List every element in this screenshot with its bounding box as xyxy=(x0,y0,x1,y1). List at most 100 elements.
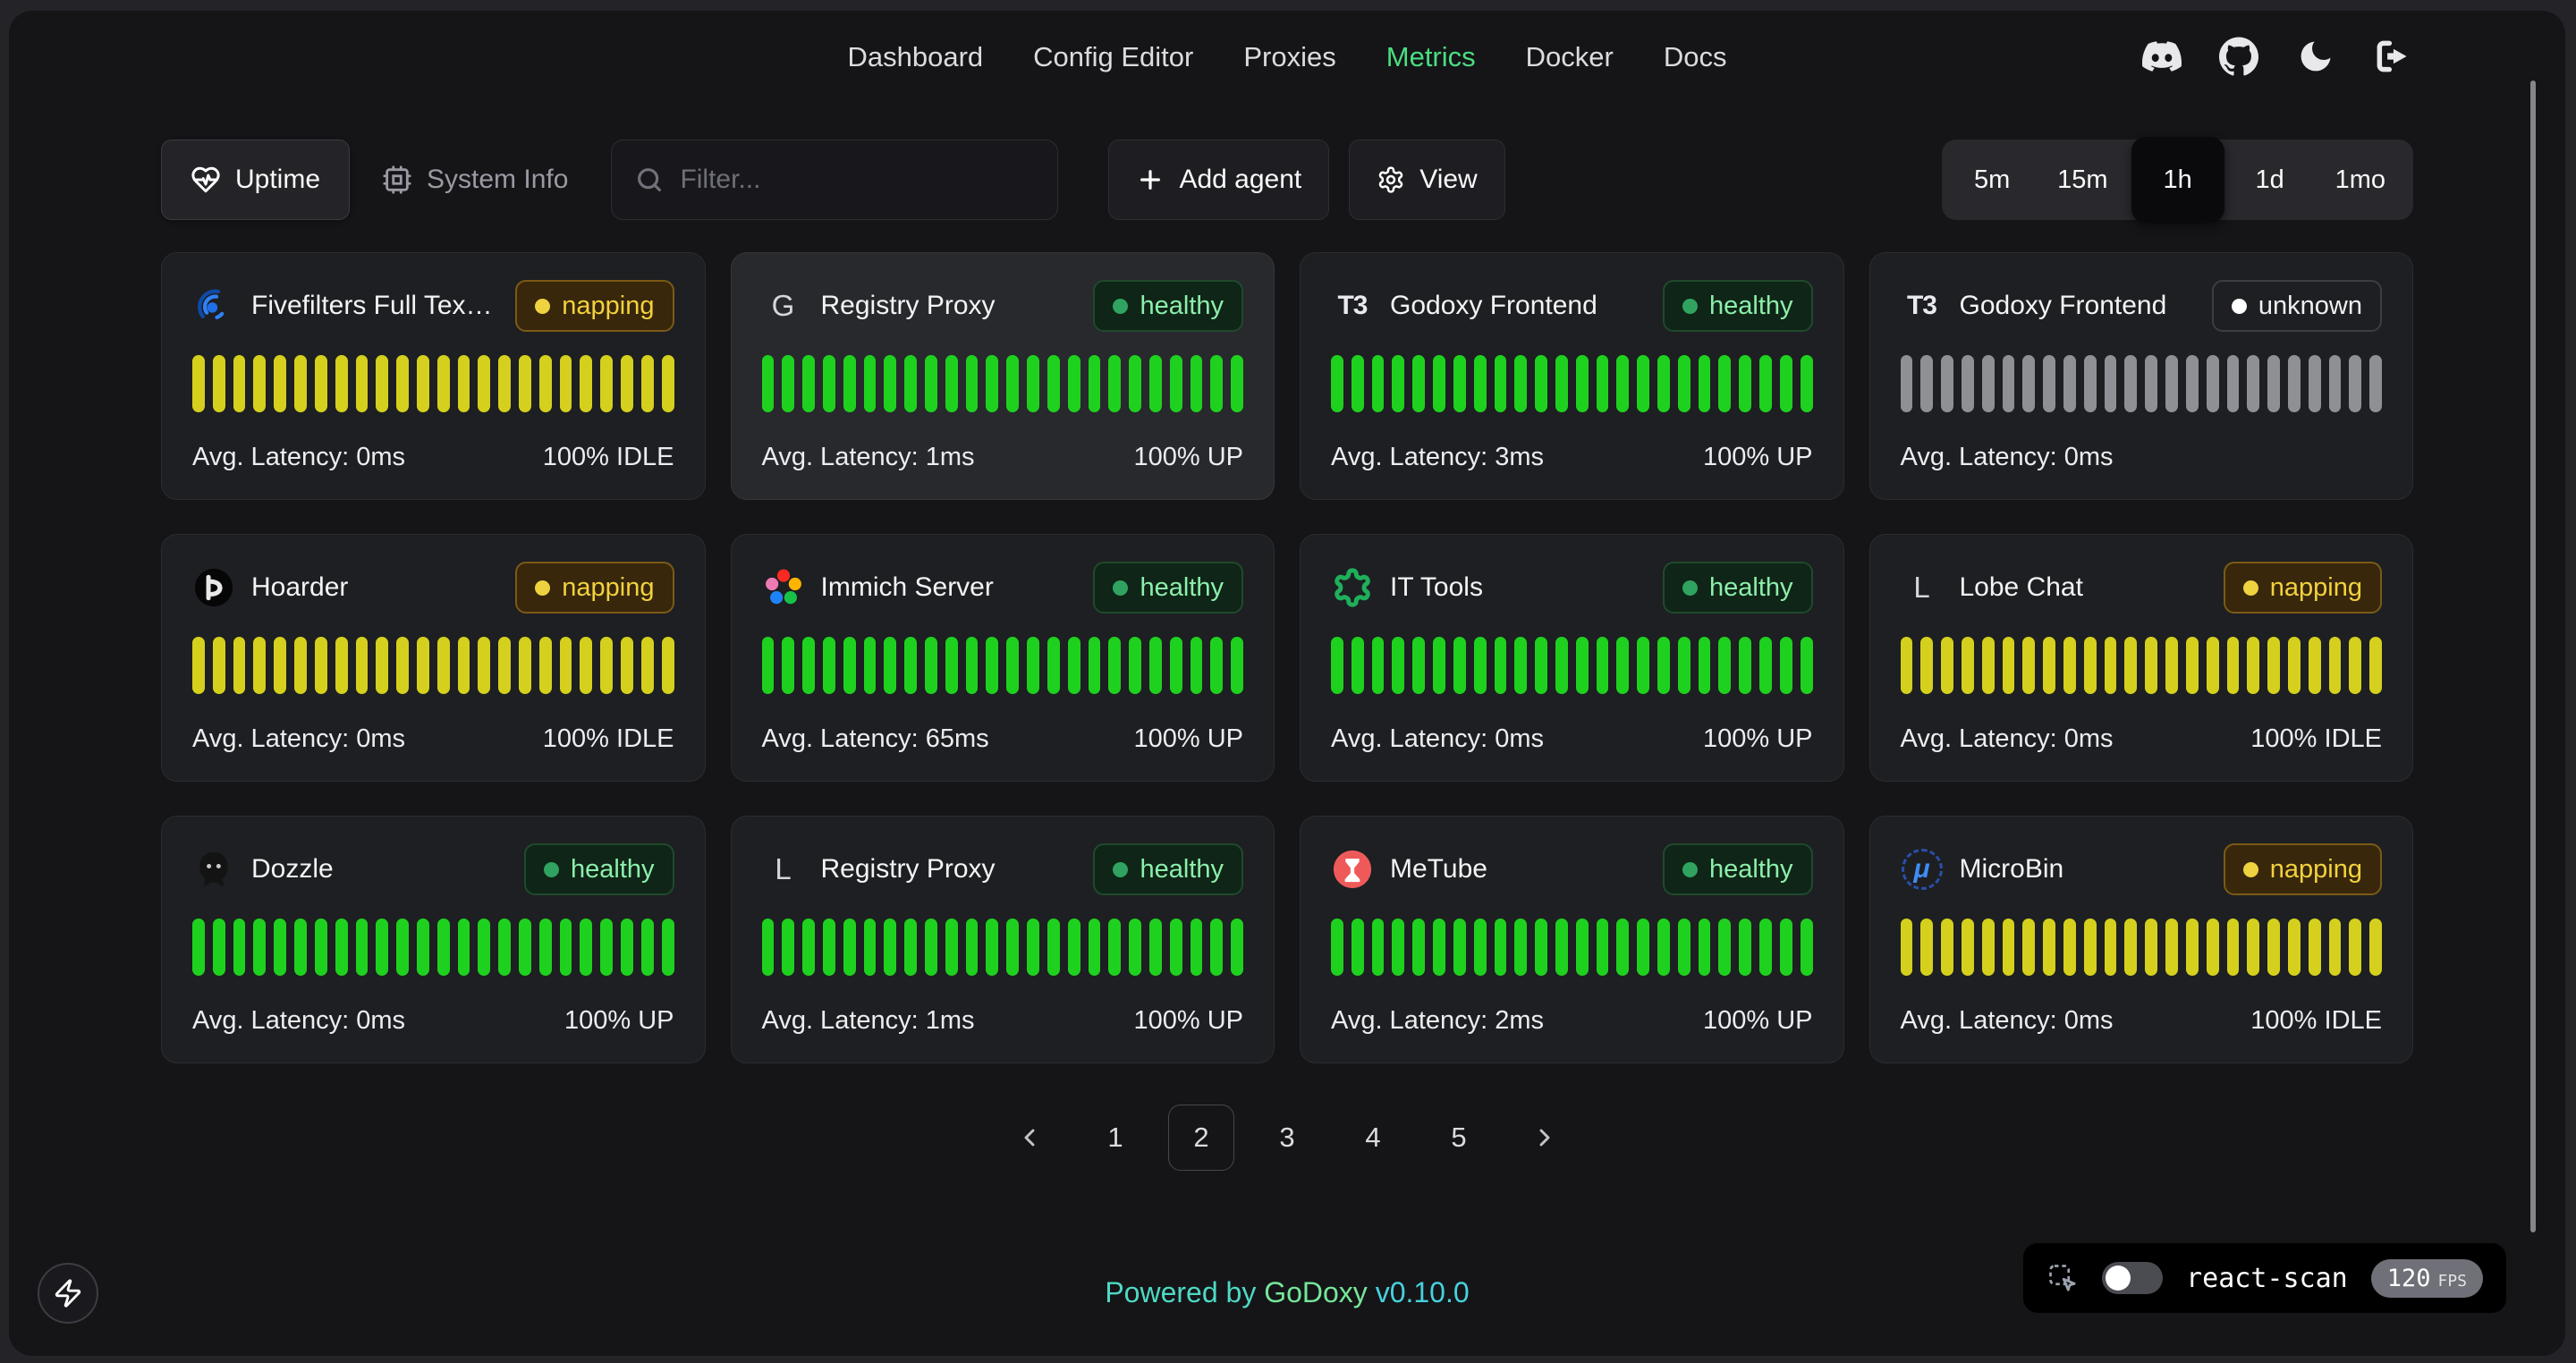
uptime-bars xyxy=(761,919,1243,976)
service-name: IT Tools xyxy=(1390,572,1483,602)
quick-actions-button[interactable] xyxy=(38,1263,98,1324)
status-dot xyxy=(1113,861,1129,877)
nav-item-metrics[interactable]: Metrics xyxy=(1385,41,1476,72)
service-card[interactable]: Hoarder napping Avg. Latency: 0ms 100% ID… xyxy=(161,534,706,782)
tab-system-info[interactable]: System Info xyxy=(382,165,568,195)
top-nav: Dashboard Config Editor Proxies Metrics … xyxy=(9,11,2565,76)
status-dot xyxy=(1682,298,1698,314)
pagination: 1 2 3 4 5 xyxy=(9,1105,2565,1171)
status-badge: healthy xyxy=(1093,280,1243,332)
search-icon xyxy=(638,168,662,191)
time-range-1d[interactable]: 1d xyxy=(2255,165,2284,194)
service-name: Godoxy Frontend xyxy=(1390,291,1597,320)
theme-moon-icon[interactable] xyxy=(2295,36,2336,77)
uptime-bars xyxy=(761,637,1243,694)
service-name: MeTube xyxy=(1390,854,1487,884)
previous-page-button[interactable] xyxy=(996,1105,1063,1171)
service-name: Registry Proxy xyxy=(820,854,996,884)
nav-item-docker[interactable]: Docker xyxy=(1525,41,1614,72)
uptime-bars xyxy=(192,355,674,412)
status-label: napping xyxy=(2269,854,2362,884)
service-name: Fivefilters Full Tex… xyxy=(251,291,493,320)
tab-uptime[interactable]: Uptime xyxy=(161,140,351,220)
latency-text: Avg. Latency: 0ms xyxy=(1900,1006,2114,1035)
service-card[interactable]: Immich Server healthy Avg. Latency: 65ms… xyxy=(730,534,1275,782)
time-range-1mo[interactable]: 1mo xyxy=(2334,165,2385,194)
status-dot xyxy=(1113,298,1129,314)
latency-text: Avg. Latency: 0ms xyxy=(1331,724,1545,753)
latency-text: Avg. Latency: 1ms xyxy=(761,443,975,471)
nav-item-dashboard[interactable]: Dashboard xyxy=(847,41,984,72)
tab-uptime-label: Uptime xyxy=(235,165,321,194)
uptime-text: 100% UP xyxy=(1133,443,1243,471)
latency-text: Avg. Latency: 0ms xyxy=(192,1006,406,1035)
service-icon xyxy=(192,848,235,891)
uptime-bars xyxy=(1900,637,2382,694)
service-icon: μ xyxy=(1901,848,1944,891)
next-page-button[interactable] xyxy=(1512,1105,1578,1171)
discord-icon[interactable] xyxy=(2141,36,2182,77)
page-button-5[interactable]: 5 xyxy=(1451,1122,1467,1153)
service-card[interactable]: IT Tools healthy Avg. Latency: 0ms 100% U… xyxy=(1300,534,1844,782)
service-card[interactable]: Dozzle healthy Avg. Latency: 0ms 100% UP xyxy=(161,816,706,1063)
latency-text: Avg. Latency: 65ms xyxy=(761,724,989,753)
service-name: Lobe Chat xyxy=(1959,572,2083,602)
heart-pulse-icon xyxy=(191,166,220,193)
service-card[interactable]: L Lobe Chat napping Avg. Latency: 0ms 100… xyxy=(1868,534,2413,782)
latency-text: Avg. Latency: 1ms xyxy=(761,1006,975,1035)
brand-link[interactable]: GoDoxy xyxy=(1264,1276,1368,1308)
service-icon: L xyxy=(1913,571,1930,604)
fps-badge: 120 FPS xyxy=(2370,1258,2483,1298)
react-scan-toggle[interactable] xyxy=(2102,1262,2164,1294)
logout-icon[interactable] xyxy=(2372,36,2413,77)
service-card[interactable]: Fivefilters Full Tex… napping Avg. Laten… xyxy=(161,252,706,500)
uptime-text: 100% UP xyxy=(1702,443,1813,471)
inspect-cursor-icon[interactable] xyxy=(2046,1262,2079,1294)
latency-text: Avg. Latency: 0ms xyxy=(1900,443,2114,471)
nav-item-proxies[interactable]: Proxies xyxy=(1243,41,1336,72)
uptime-text: 100% UP xyxy=(1133,1006,1243,1035)
status-label: healthy xyxy=(1140,572,1224,602)
filter-input[interactable] xyxy=(680,165,1035,195)
time-range-1h[interactable]: 1h xyxy=(2131,137,2224,223)
service-icon: G xyxy=(771,289,795,322)
add-agent-button[interactable]: Add agent xyxy=(1108,140,1330,220)
uptime-cards-grid: Fivefilters Full Tex… napping Avg. Laten… xyxy=(9,252,2565,1063)
scrollbar-thumb[interactable] xyxy=(2530,80,2536,1232)
time-range-5m[interactable]: 5m xyxy=(1974,165,2011,194)
service-icon: L xyxy=(775,852,792,885)
page-button-3[interactable]: 3 xyxy=(1279,1122,1295,1153)
service-card[interactable]: MeTube healthy Avg. Latency: 2ms 100% UP xyxy=(1300,816,1844,1063)
lightning-icon xyxy=(55,1279,81,1308)
status-dot xyxy=(1682,861,1698,877)
status-label: napping xyxy=(2269,572,2362,602)
add-agent-label: Add agent xyxy=(1179,165,1302,194)
uptime-bars xyxy=(1331,637,1813,694)
status-dot xyxy=(2231,298,2247,314)
page-button-4[interactable]: 4 xyxy=(1365,1122,1381,1153)
status-badge: healthy xyxy=(1662,562,1813,614)
latency-text: Avg. Latency: 3ms xyxy=(1331,443,1545,471)
page-button-2[interactable]: 2 xyxy=(1168,1105,1234,1171)
status-badge: healthy xyxy=(523,843,674,895)
time-range-selector: 5m 15m 1h 1d 1mo xyxy=(1942,137,2413,223)
github-icon[interactable] xyxy=(2218,36,2259,77)
time-range-15m[interactable]: 15m xyxy=(2057,165,2108,194)
view-button[interactable]: View xyxy=(1349,140,1505,220)
service-icon: T3 xyxy=(1337,291,1368,320)
nav-item-config-editor[interactable]: Config Editor xyxy=(1033,41,1194,72)
service-card[interactable]: L Registry Proxy healthy Avg. Latency: 1… xyxy=(730,816,1275,1063)
uptime-text: 100% UP xyxy=(1702,1006,1813,1035)
service-card[interactable]: μ MicroBin napping Avg. Latency: 0ms 100%… xyxy=(1868,816,2413,1063)
status-badge: napping xyxy=(515,280,674,332)
latency-text: Avg. Latency: 0ms xyxy=(192,443,406,471)
uptime-text: 100% UP xyxy=(564,1006,674,1035)
tab-system-info-label: System Info xyxy=(427,165,569,194)
service-card[interactable]: T3 Godoxy Frontend healthy Avg. Latency:… xyxy=(1300,252,1844,500)
page-button-1[interactable]: 1 xyxy=(1107,1122,1123,1153)
uptime-bars xyxy=(192,637,674,694)
nav-item-docs[interactable]: Docs xyxy=(1663,41,1727,72)
toggle-knob xyxy=(2106,1266,2131,1291)
service-card[interactable]: T3 Godoxy Frontend unknown Avg. Latency:… xyxy=(1868,252,2413,500)
service-card[interactable]: G Registry Proxy healthy Avg. Latency: 1… xyxy=(730,252,1275,500)
